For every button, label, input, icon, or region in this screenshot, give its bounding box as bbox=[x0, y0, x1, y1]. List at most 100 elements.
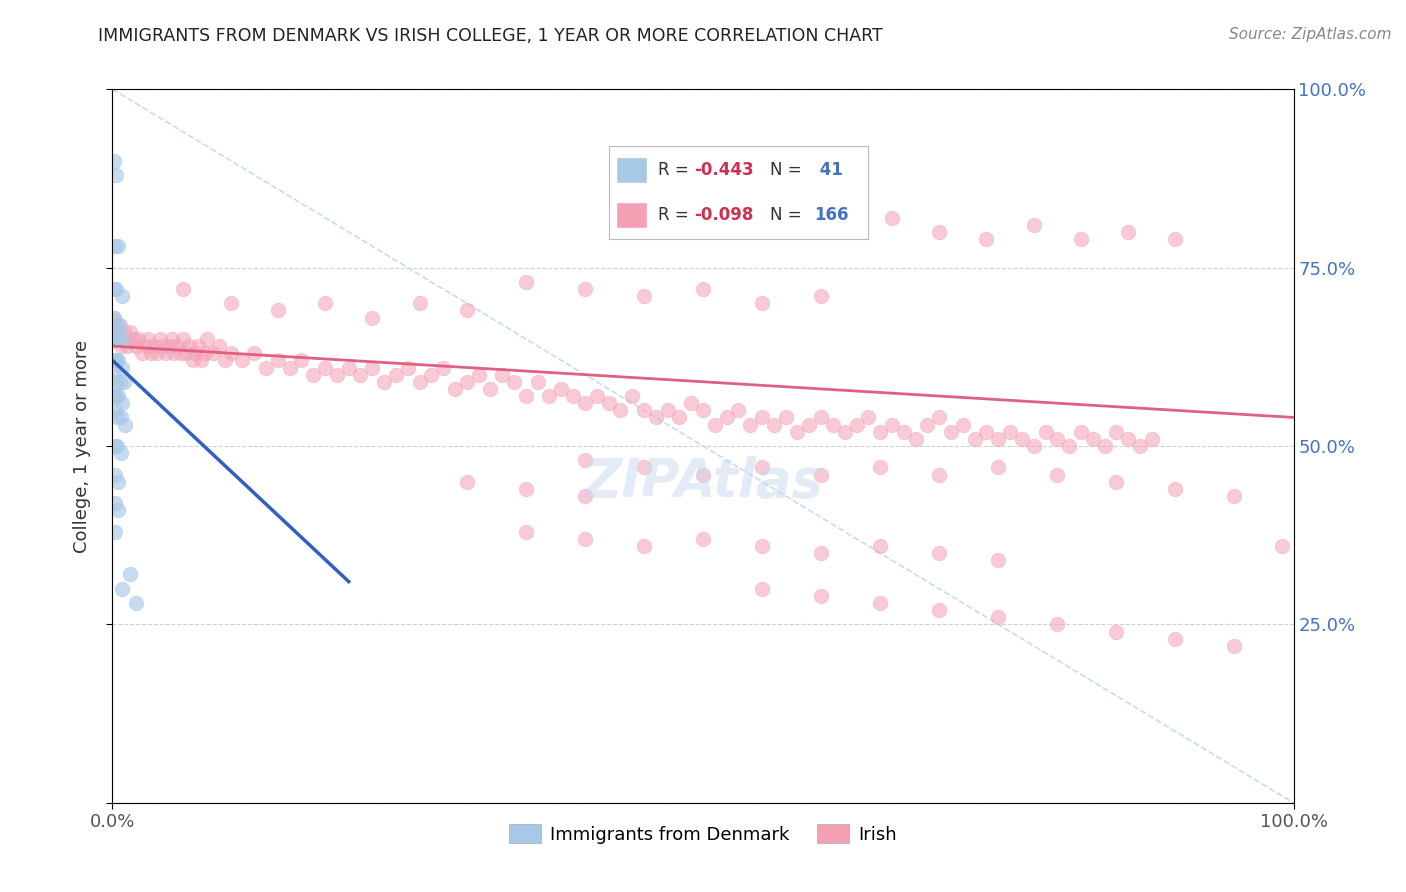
Point bbox=[574, 453, 596, 467]
Point bbox=[141, 346, 163, 360]
Point bbox=[976, 425, 998, 439]
Point bbox=[987, 460, 1010, 475]
Point bbox=[172, 332, 194, 346]
Point bbox=[657, 403, 679, 417]
Point bbox=[104, 524, 127, 539]
Point bbox=[1271, 539, 1294, 553]
Point bbox=[146, 346, 169, 360]
Text: Source: ZipAtlas.com: Source: ZipAtlas.com bbox=[1229, 27, 1392, 42]
Point bbox=[467, 368, 489, 382]
Point bbox=[503, 375, 526, 389]
Point bbox=[538, 389, 561, 403]
Point bbox=[149, 332, 172, 346]
Point bbox=[160, 332, 183, 346]
Point bbox=[219, 346, 242, 360]
Point bbox=[491, 368, 513, 382]
Point bbox=[267, 353, 290, 368]
Point bbox=[107, 332, 129, 346]
Point bbox=[120, 325, 142, 339]
Point bbox=[105, 389, 128, 403]
Point bbox=[810, 546, 832, 560]
Point bbox=[166, 339, 188, 353]
Point bbox=[1046, 467, 1069, 482]
Point bbox=[111, 396, 134, 410]
Point bbox=[444, 382, 467, 396]
Point bbox=[103, 332, 125, 346]
Point bbox=[987, 553, 1010, 567]
Point bbox=[917, 417, 939, 432]
Point bbox=[1223, 489, 1246, 503]
Point bbox=[1164, 232, 1187, 246]
Point bbox=[633, 539, 655, 553]
Point bbox=[361, 360, 384, 375]
Point bbox=[105, 318, 128, 332]
Point bbox=[243, 346, 266, 360]
Point bbox=[181, 353, 204, 368]
Legend: Immigrants from Denmark, Irish: Immigrants from Denmark, Irish bbox=[502, 817, 904, 851]
Point bbox=[110, 410, 132, 425]
Point bbox=[302, 368, 325, 382]
Point bbox=[456, 475, 478, 489]
Point bbox=[105, 332, 128, 346]
Point bbox=[668, 410, 690, 425]
Point bbox=[515, 389, 537, 403]
Point bbox=[231, 353, 253, 368]
Point bbox=[1081, 432, 1104, 446]
Point bbox=[550, 382, 572, 396]
Point bbox=[1164, 482, 1187, 496]
Point bbox=[775, 410, 797, 425]
Point bbox=[184, 346, 207, 360]
Point bbox=[869, 596, 891, 610]
Point bbox=[174, 346, 197, 360]
Point bbox=[1011, 432, 1033, 446]
Point bbox=[1116, 432, 1139, 446]
Point bbox=[810, 289, 832, 303]
Point bbox=[115, 339, 138, 353]
Point bbox=[107, 389, 129, 403]
Point bbox=[834, 225, 856, 239]
Point bbox=[621, 389, 644, 403]
Point bbox=[1070, 232, 1092, 246]
Point bbox=[103, 353, 125, 368]
Point bbox=[574, 396, 596, 410]
Point bbox=[104, 439, 127, 453]
Y-axis label: College, 1 year or more: College, 1 year or more bbox=[73, 340, 91, 552]
Point bbox=[155, 346, 177, 360]
Point bbox=[163, 346, 186, 360]
Point bbox=[740, 417, 762, 432]
Point bbox=[987, 432, 1010, 446]
Point bbox=[190, 353, 212, 368]
Point bbox=[928, 546, 950, 560]
Point bbox=[195, 332, 218, 346]
Point bbox=[692, 532, 714, 546]
Point bbox=[408, 375, 430, 389]
Point bbox=[112, 375, 135, 389]
Point bbox=[112, 325, 135, 339]
Point bbox=[214, 353, 236, 368]
Point bbox=[314, 360, 336, 375]
Point bbox=[681, 396, 703, 410]
Point bbox=[585, 389, 607, 403]
Point bbox=[1022, 218, 1045, 232]
Point bbox=[170, 346, 193, 360]
Point bbox=[157, 339, 180, 353]
Point bbox=[136, 332, 159, 346]
Point bbox=[880, 211, 903, 225]
Point bbox=[692, 282, 714, 296]
Point bbox=[107, 318, 129, 332]
Point bbox=[150, 339, 173, 353]
Point bbox=[408, 296, 430, 310]
Point bbox=[201, 346, 224, 360]
Point bbox=[515, 482, 537, 496]
Point bbox=[107, 475, 129, 489]
Point bbox=[111, 582, 134, 596]
Point bbox=[125, 339, 148, 353]
Point bbox=[904, 432, 927, 446]
Point bbox=[194, 346, 217, 360]
Point bbox=[515, 275, 537, 289]
Point bbox=[127, 332, 149, 346]
Point bbox=[105, 168, 128, 182]
Point bbox=[186, 339, 208, 353]
Point bbox=[751, 296, 773, 310]
Point bbox=[108, 318, 131, 332]
